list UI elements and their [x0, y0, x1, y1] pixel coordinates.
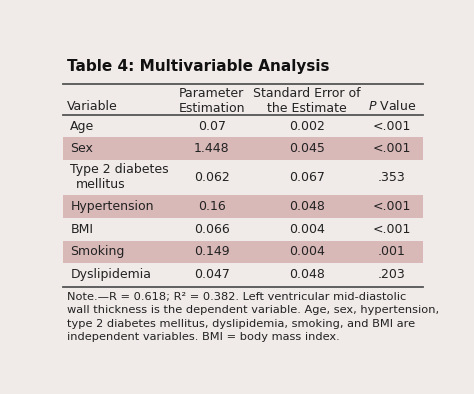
Text: 0.048: 0.048	[289, 268, 325, 281]
Text: 0.067: 0.067	[289, 171, 325, 184]
Text: 0.149: 0.149	[194, 245, 229, 258]
Text: 1.448: 1.448	[194, 142, 229, 155]
Text: Parameter
Estimation: Parameter Estimation	[178, 87, 245, 115]
Bar	[63, 138, 423, 160]
Text: $\it{P}$ Value: $\it{P}$ Value	[367, 99, 416, 113]
Text: BMI: BMI	[70, 223, 93, 236]
Text: 0.062: 0.062	[194, 171, 229, 184]
Text: Note.—R = 0.618; R² = 0.382. Left ventricular mid-diastolic
wall thickness is th: Note.—R = 0.618; R² = 0.382. Left ventri…	[66, 292, 439, 342]
Text: Type 2 diabetes: Type 2 diabetes	[70, 163, 169, 176]
Text: Dyslipidemia: Dyslipidemia	[70, 268, 151, 281]
Text: .353: .353	[378, 171, 406, 184]
Bar	[63, 195, 423, 218]
Text: 0.047: 0.047	[194, 268, 229, 281]
Text: Hypertension: Hypertension	[70, 200, 154, 213]
Text: <.001: <.001	[373, 200, 411, 213]
Text: Sex: Sex	[70, 142, 93, 155]
Text: Table 4: Multivariable Analysis: Table 4: Multivariable Analysis	[66, 59, 329, 74]
Text: Standard Error of
the Estimate: Standard Error of the Estimate	[254, 87, 361, 115]
Text: Variable: Variable	[66, 100, 118, 113]
Bar	[63, 240, 423, 263]
Text: 0.002: 0.002	[289, 119, 325, 132]
Text: <.001: <.001	[373, 142, 411, 155]
Text: 0.045: 0.045	[289, 142, 325, 155]
Text: .203: .203	[378, 268, 406, 281]
Text: 0.004: 0.004	[289, 223, 325, 236]
Text: 0.048: 0.048	[289, 200, 325, 213]
Text: mellitus: mellitus	[76, 178, 126, 191]
Text: 0.004: 0.004	[289, 245, 325, 258]
Text: 0.07: 0.07	[198, 119, 226, 132]
Text: 0.16: 0.16	[198, 200, 226, 213]
Text: Smoking: Smoking	[70, 245, 125, 258]
Text: <.001: <.001	[373, 223, 411, 236]
Text: 0.066: 0.066	[194, 223, 229, 236]
Text: <.001: <.001	[373, 119, 411, 132]
Text: .001: .001	[378, 245, 406, 258]
Text: Age: Age	[70, 119, 94, 132]
